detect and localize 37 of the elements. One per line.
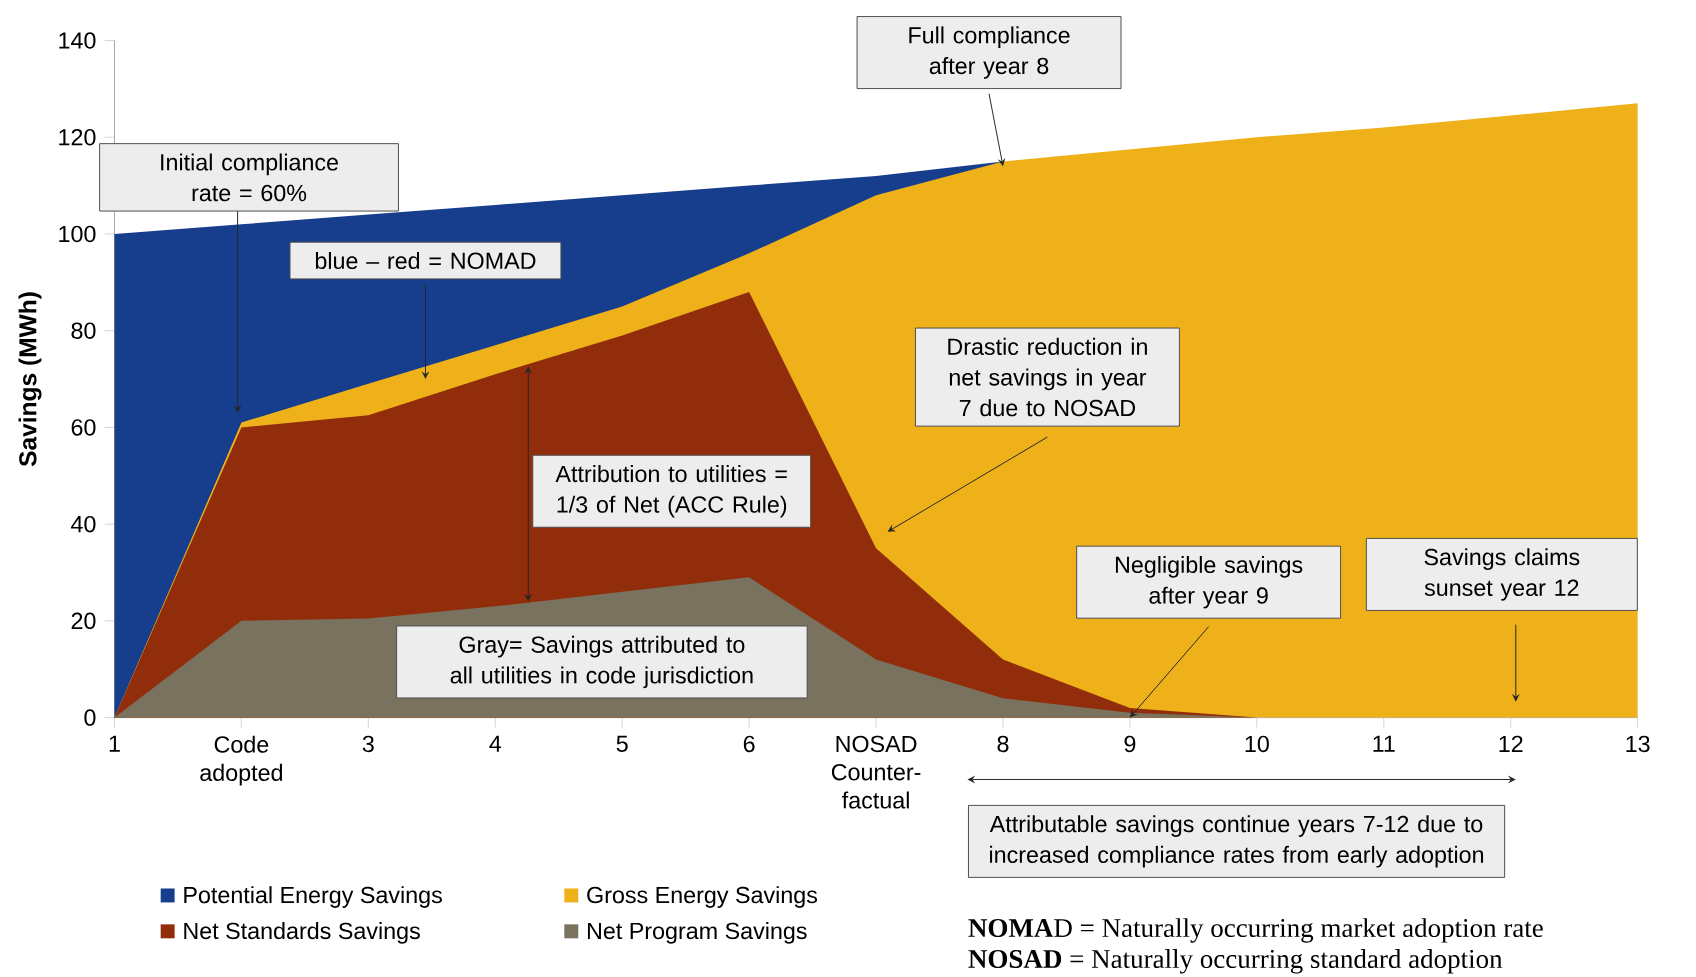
text: NOSAD = Naturally occurring standard adoption [968,948,1503,974]
annotation: Initial compliance rate = 60% [161,153,338,202]
y-tick-label: 0 [84,709,96,726]
x-tick-label: 11 [1373,735,1395,752]
y-tick-label: 120 [59,128,96,146]
y-tick-label: 140 [59,32,96,49]
legend-label: Potential Energy Savings [184,886,442,908]
x-tick-label: Code adopted [200,735,283,786]
x-tick-label: 4 [489,735,502,752]
x-tick-label: 3 [362,735,374,753]
legend-label: Gross Energy Savings [587,886,818,908]
y-tick-label: 20 [71,612,96,629]
x-tick-label: NOSAD Counter-factual [831,735,921,809]
y-tick-label: 100 [59,225,96,243]
y-axis-title: Savings (MWh) [18,292,42,467]
x-tick-label: 8 [997,735,1009,753]
text: NOMAD = Naturally occurring market adoption rate [968,918,1543,943]
x-tick-label: 13 [1626,735,1650,753]
x-tick-label: 12 [1499,735,1523,752]
y-tick-label: 60 [71,419,96,436]
annotation: Negligible savings after year 9 [1115,555,1303,609]
x-tick-label: 6 [743,735,755,753]
text: Attributable savings continue years 7-12 due to increased compliance rates from early adoption [989,815,1484,868]
x-tick-label: 5 [616,735,628,752]
legend-label: Net Program Savings [587,921,807,944]
annotation: blue – red = NOMAD [315,251,536,269]
y-tick-label: 80 [71,322,96,339]
annotation: Gray= Savings attributed to all utilities in code jurisdiction [450,635,753,689]
legend-label: Net Standards Savings [184,921,420,944]
x-tick-label: 1 [109,735,120,752]
annotation: Full compliance after year 8 [909,26,1070,79]
annotation: Savings claims sunset year 12 [1424,548,1580,601]
x-tick-label: 9 [1124,735,1136,753]
y-tick-label: 40 [71,515,96,533]
annotation: Drastic reduction in net savings in year 7 due to NOSAD [948,337,1147,417]
x-tick-label: 10 [1245,735,1269,753]
annotation: Attribution to utilities = 1/3 of Net (ACC Rule) [555,464,787,518]
